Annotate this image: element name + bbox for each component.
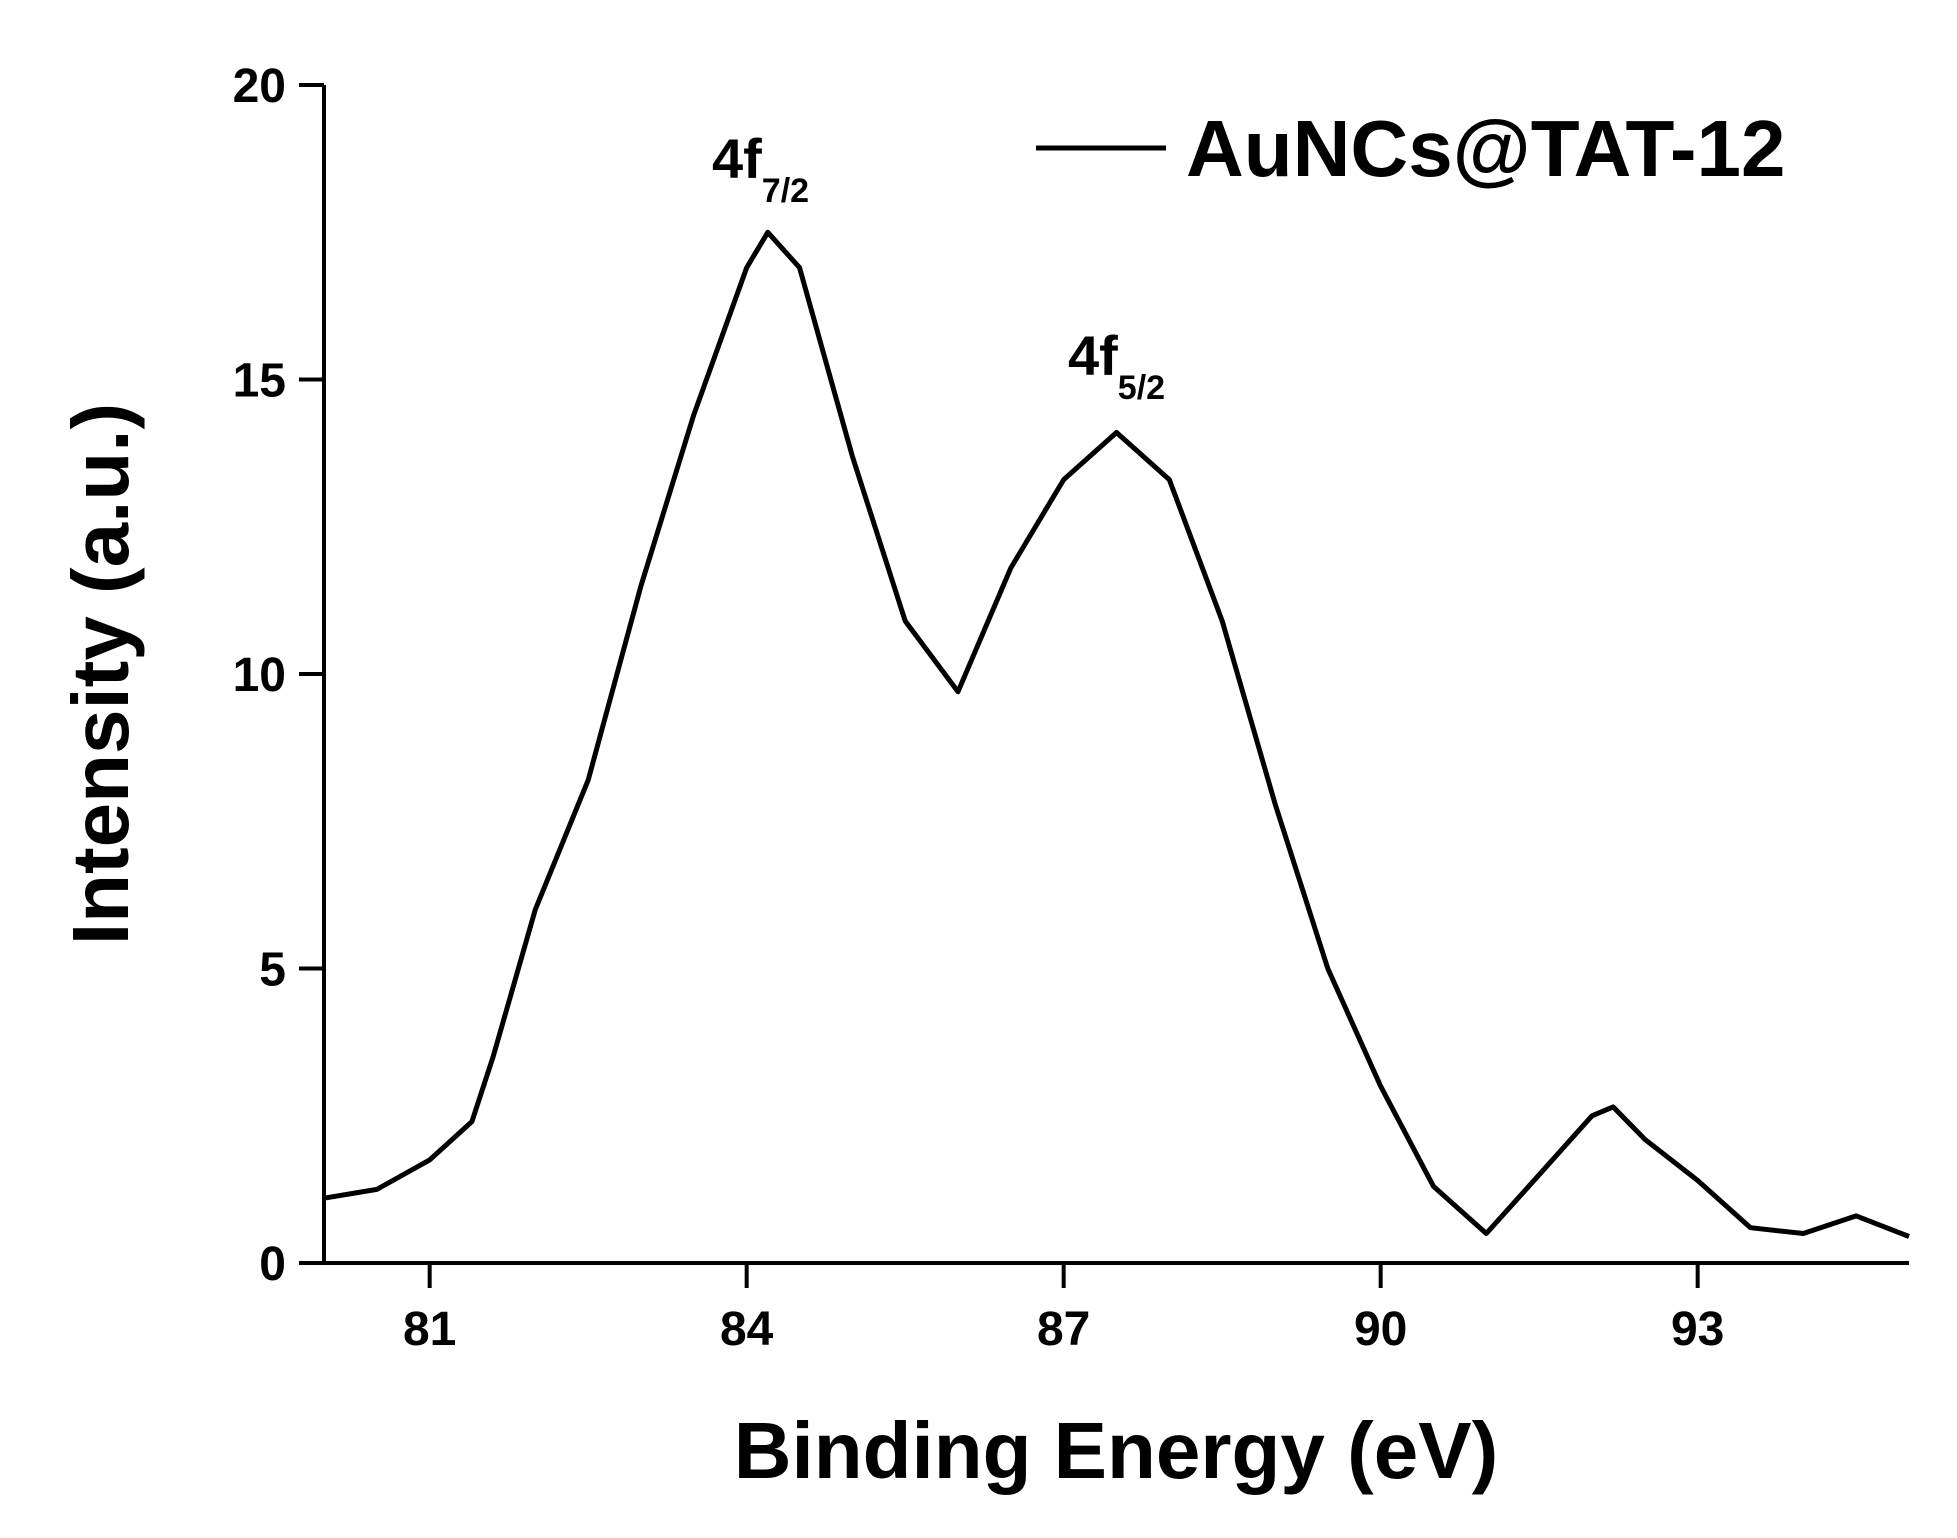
x-tick-label: 81: [403, 1303, 456, 1356]
x-tick-label: 90: [1354, 1303, 1407, 1356]
x-axis-title: Binding Energy (eV): [734, 1406, 1499, 1495]
x-tick-label: 84: [720, 1303, 774, 1356]
y-tick-label: 0: [259, 1238, 286, 1291]
annotation-text: 4f: [1068, 324, 1118, 387]
y-tick-label: 15: [233, 355, 286, 408]
y-tick-label: 5: [259, 944, 286, 997]
x-tick-label: 93: [1671, 1303, 1724, 1356]
x-tick-label: 87: [1037, 1303, 1090, 1356]
annotation: 4f7/2: [712, 127, 809, 210]
data-line: [323, 229, 1910, 1239]
y-tick-label: 10: [233, 649, 286, 702]
y-axis-title: Intensity (a.u.): [56, 403, 145, 945]
annotation-subscript: 7/2: [762, 172, 809, 210]
legend-label: AuNCs@TAT-12: [1186, 104, 1786, 193]
annotation-subscript: 5/2: [1118, 369, 1165, 407]
annotation-text: 4f: [712, 127, 762, 190]
y-tick-label: 20: [233, 60, 286, 113]
annotation: 4f5/2: [1068, 324, 1165, 407]
